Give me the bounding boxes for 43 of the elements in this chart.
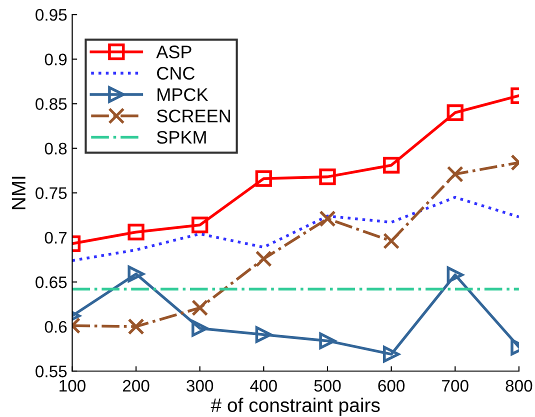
- point: [192, 216, 208, 234]
- y-tick-label: 0.85: [36, 98, 67, 110]
- y-tick-label: 0.6: [44, 320, 67, 333]
- point: [319, 168, 336, 186]
- legend-label: MPCK: [158, 88, 208, 102]
- point: [382, 156, 400, 174]
- y-tick-label: 0.7: [44, 232, 67, 244]
- x-tick-label: 800: [506, 380, 532, 392]
- legend-label: ASP: [156, 46, 192, 58]
- point: [446, 266, 464, 284]
- point: [192, 300, 208, 316]
- y-tick-label: 0.95: [36, 8, 67, 21]
- y-tick-label: 0.65: [36, 276, 67, 288]
- x-tick-label: 700: [442, 380, 468, 392]
- point: [382, 346, 400, 363]
- x-tick-label: 300: [186, 380, 214, 392]
- x-tick-label: 200: [122, 380, 150, 392]
- x-tick-label: 600: [378, 380, 405, 392]
- point: [255, 326, 272, 343]
- x-tick-label: 400: [250, 380, 277, 392]
- point: [446, 104, 464, 121]
- x-tick-label: 500: [314, 380, 341, 392]
- legend-label: SPKM: [156, 130, 206, 144]
- line-series: [72, 196, 519, 262]
- point: [446, 166, 464, 182]
- point: [128, 266, 144, 282]
- point: [255, 170, 272, 187]
- y-tick-label: 0.9: [44, 54, 67, 66]
- y-tick-label: 0.75: [36, 187, 67, 200]
- point: [255, 250, 272, 268]
- legend-label: SCREEN: [156, 110, 230, 122]
- y-tick-label: 0.55: [36, 366, 67, 378]
- legend-label: CNC: [157, 66, 195, 80]
- point: [128, 224, 144, 240]
- point: [319, 210, 336, 228]
- point: [192, 320, 208, 337]
- point: [382, 232, 400, 250]
- y-axis-title: NMI: [12, 176, 26, 210]
- point: [319, 332, 336, 350]
- x-axis-title: # of constraint pairs: [210, 398, 380, 416]
- y-tick-label: 0.8: [44, 142, 67, 154]
- x-tick-label: 100: [60, 380, 86, 392]
- point: [128, 318, 144, 335]
